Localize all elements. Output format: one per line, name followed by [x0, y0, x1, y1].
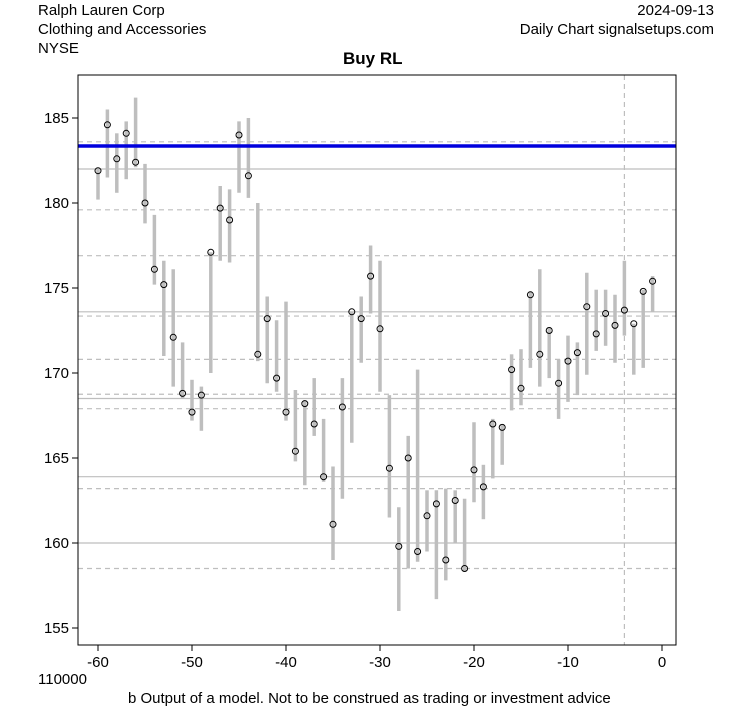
close-point [244, 172, 252, 180]
close-point [498, 423, 506, 431]
close-point [179, 389, 187, 397]
close-point [639, 287, 647, 295]
close-point [94, 167, 102, 175]
close-point [451, 497, 459, 504]
y-tick-label: 185 [44, 110, 69, 127]
close-point [150, 265, 158, 273]
disclaimer: b Output of a model. Not to be construed… [128, 690, 611, 707]
close-point [432, 500, 440, 508]
close-point [197, 391, 205, 399]
x-tick-label: -40 [275, 654, 297, 671]
x-tick-label: -20 [463, 654, 485, 671]
close-point [273, 374, 281, 382]
y-tick-label: 175 [44, 280, 69, 297]
close-point [216, 204, 224, 212]
close-point [263, 315, 271, 323]
close-point [395, 542, 403, 550]
y-tick-label: 165 [44, 450, 69, 467]
close-point [592, 330, 600, 338]
close-point [282, 408, 290, 416]
close-point [310, 420, 318, 428]
x-tick-label: 0 [658, 654, 666, 671]
close-point [536, 350, 544, 358]
company-name: Ralph Lauren Corp [38, 2, 165, 19]
close-point [113, 155, 121, 163]
close-point [254, 350, 262, 358]
close-point [348, 308, 356, 316]
y-tick-label: 180 [44, 195, 69, 212]
close-point [423, 512, 431, 520]
x-tick-label: -10 [557, 654, 579, 671]
close-point [357, 315, 365, 323]
close-point [329, 520, 337, 528]
close-point [555, 379, 563, 387]
close-point [573, 349, 581, 357]
close-point [188, 408, 196, 416]
close-point [376, 325, 384, 333]
close-point [367, 272, 375, 280]
close-point [226, 216, 234, 224]
chart-title: Buy RL [343, 49, 403, 68]
close-point [489, 420, 497, 428]
close-point [132, 158, 140, 166]
close-point [404, 454, 412, 462]
close-point [320, 473, 328, 481]
close-point [620, 306, 628, 314]
close-point [649, 277, 657, 285]
close-point [103, 121, 111, 129]
close-point [602, 310, 610, 317]
close-point [414, 548, 422, 555]
close-point [545, 327, 553, 334]
close-point [385, 464, 393, 472]
x-tick-label: -30 [369, 654, 391, 671]
close-point [141, 199, 149, 207]
y-tick-label: 160 [44, 535, 69, 552]
close-point [338, 403, 346, 411]
close-point [207, 248, 215, 256]
close-point [611, 321, 619, 329]
close-point [508, 366, 516, 374]
footer-code: 110000 [38, 671, 87, 688]
close-point [630, 320, 638, 328]
close-point [564, 357, 572, 365]
close-point [461, 565, 469, 572]
sector-name: Clothing and Accessories [38, 21, 207, 38]
close-point [583, 303, 591, 311]
close-point [479, 483, 487, 491]
exchange-name: NYSE [38, 40, 79, 57]
plot-frame [77, 74, 677, 646]
x-tick-label: -50 [181, 654, 203, 671]
close-point [235, 131, 243, 139]
close-point [517, 384, 525, 392]
close-point [169, 333, 177, 341]
close-point [470, 466, 478, 474]
x-tick-label: -60 [87, 654, 109, 671]
close-point [160, 281, 168, 289]
close-point [442, 556, 450, 564]
close-point [291, 447, 299, 455]
y-tick-label: 155 [44, 620, 69, 637]
close-point [301, 400, 309, 408]
chart-source: Daily Chart signalsetups.com [519, 21, 714, 38]
chart-date: 2024-09-13 [637, 2, 714, 19]
close-point [122, 129, 130, 137]
close-point [526, 291, 534, 299]
y-tick-label: 170 [44, 365, 69, 382]
